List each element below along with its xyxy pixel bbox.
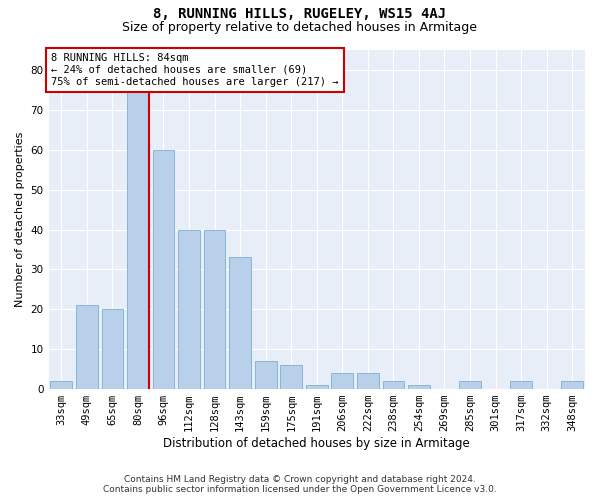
Bar: [127, 90, 149, 389]
Text: Size of property relative to detached houses in Armitage: Size of property relative to detached ho…: [122, 22, 478, 35]
Bar: [50, 381, 72, 389]
Bar: [331, 373, 353, 389]
Text: 8 RUNNING HILLS: 84sqm
← 24% of detached houses are smaller (69)
75% of semi-det: 8 RUNNING HILLS: 84sqm ← 24% of detached…: [51, 54, 339, 86]
Bar: [178, 230, 200, 389]
Bar: [280, 365, 302, 389]
Bar: [383, 381, 404, 389]
Bar: [459, 381, 481, 389]
Text: 8, RUNNING HILLS, RUGELEY, WS15 4AJ: 8, RUNNING HILLS, RUGELEY, WS15 4AJ: [154, 8, 446, 22]
Bar: [306, 385, 328, 389]
Bar: [229, 258, 251, 389]
Bar: [204, 230, 226, 389]
X-axis label: Distribution of detached houses by size in Armitage: Distribution of detached houses by size …: [163, 437, 470, 450]
Bar: [408, 385, 430, 389]
Bar: [562, 381, 583, 389]
Bar: [101, 310, 123, 389]
Bar: [152, 150, 175, 389]
Text: Contains HM Land Registry data © Crown copyright and database right 2024.
Contai: Contains HM Land Registry data © Crown c…: [103, 474, 497, 494]
Bar: [255, 361, 277, 389]
Bar: [510, 381, 532, 389]
Y-axis label: Number of detached properties: Number of detached properties: [15, 132, 25, 307]
Bar: [76, 306, 98, 389]
Bar: [357, 373, 379, 389]
